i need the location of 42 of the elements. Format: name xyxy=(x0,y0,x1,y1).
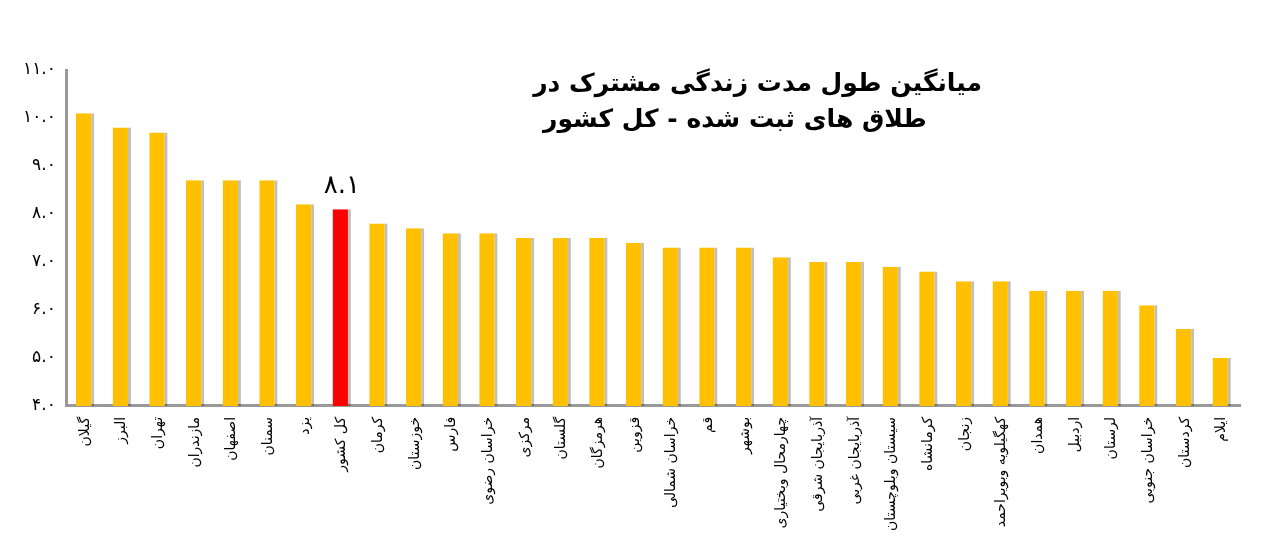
x-tick-label: زنجان xyxy=(955,416,973,452)
x-tick-label: قم xyxy=(699,416,717,433)
y-tick-label: ۶.۰ xyxy=(32,298,56,319)
x-tick-label: خراسان شمالی xyxy=(662,416,680,508)
x-tick-label: مرکزی xyxy=(515,416,533,458)
text: میانگین طول مدت زندگی مشترک در طلاق های ثبت شده - کل کشور xyxy=(531,67,982,134)
y-tick-label: ۱۱.۰ xyxy=(23,58,56,79)
x-tick-label: قزوین xyxy=(625,416,643,453)
x-tick-label: مازندران xyxy=(185,416,203,468)
x-tick-label: تهران xyxy=(149,416,167,450)
x-tick-label: یزد xyxy=(295,416,313,435)
x-tick-label: خوزستان xyxy=(405,416,423,471)
x-tick-label: خراسان رضوی xyxy=(479,416,497,505)
x-tick-label: فارس xyxy=(442,416,460,452)
y-tick-label: ۱۰.۰ xyxy=(23,106,56,127)
x-tick-label: ایلام xyxy=(1212,416,1229,442)
x-tick-label: البرز xyxy=(112,416,130,445)
y-tick-label: ۷.۰ xyxy=(32,250,56,271)
x-tick-label: گلستان xyxy=(552,416,569,460)
x-tick-label: اصفهان xyxy=(222,416,240,461)
x-tick-label: خراسان جنوبی xyxy=(1138,416,1156,504)
x-tick-label: سمنان xyxy=(259,416,276,456)
x-tick-label: کردستان xyxy=(1175,416,1193,469)
x-tick-label: بوشهر xyxy=(735,416,753,455)
y-tick-label: ۸.۰ xyxy=(32,202,56,223)
x-tick-label: همدان xyxy=(1029,416,1045,454)
x-tick-label: آذربایجان غربی xyxy=(845,415,863,505)
y-tick-label: ۵.۰ xyxy=(32,346,56,367)
y-tick-label: ۹.۰ xyxy=(32,154,56,175)
x-tick-label: کهگیلویه وبویراحمد xyxy=(992,416,1010,528)
y-tick-label: ۴.۰ xyxy=(32,394,56,415)
x-tick-label: کرمانشاه xyxy=(919,416,937,472)
x-tick-label: هرمزگان xyxy=(589,416,607,469)
x-tick-label: آذربایجان شرقی xyxy=(809,415,827,512)
x-tick-label: کرمان xyxy=(369,416,387,454)
x-tick-label: سیستان وبلوچستان xyxy=(882,416,900,531)
x-tick-label: گیلان xyxy=(75,416,92,447)
x-tick-label: کل کشور xyxy=(332,416,350,473)
x-tick-label: اردبیل xyxy=(1065,416,1083,453)
x-tick-label: چهارمحال وبختیاری xyxy=(772,416,790,529)
x-tick-label: لرستان xyxy=(1102,416,1120,460)
data-label: ۸.۱ xyxy=(323,168,360,199)
